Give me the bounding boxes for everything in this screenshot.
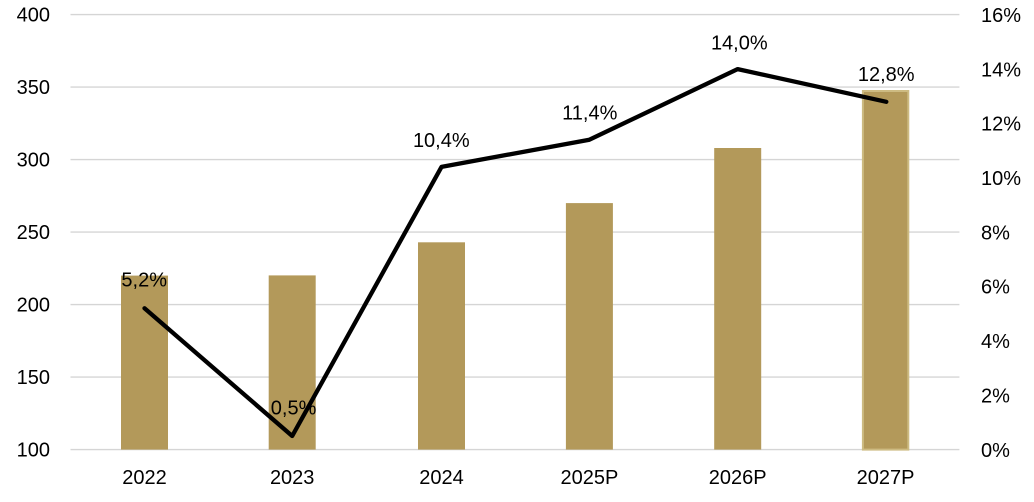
svg-text:200: 200 [17, 295, 50, 317]
svg-text:10%: 10% [981, 168, 1021, 190]
svg-text:2024: 2024 [419, 467, 464, 489]
svg-text:8%: 8% [981, 222, 1010, 244]
svg-text:400: 400 [17, 5, 50, 27]
svg-text:2%: 2% [981, 385, 1010, 407]
svg-text:11,4%: 11,4% [562, 103, 617, 125]
svg-text:2027P: 2027P [857, 467, 915, 489]
svg-text:0,5%: 0,5% [271, 397, 317, 419]
svg-text:10,4%: 10,4% [413, 130, 470, 152]
svg-text:2025P: 2025P [560, 467, 618, 489]
svg-text:2023: 2023 [270, 467, 315, 489]
svg-text:0%: 0% [981, 440, 1010, 462]
svg-text:350: 350 [17, 77, 50, 99]
svg-text:150: 150 [17, 367, 50, 389]
svg-text:5,2%: 5,2% [121, 270, 167, 292]
svg-text:12%: 12% [981, 114, 1021, 136]
svg-text:14,0%: 14,0% [711, 33, 768, 55]
svg-text:300: 300 [17, 150, 50, 172]
svg-text:2022: 2022 [122, 467, 167, 489]
svg-text:4%: 4% [981, 331, 1010, 353]
svg-text:14%: 14% [981, 59, 1021, 81]
svg-text:2026P: 2026P [709, 467, 767, 489]
svg-text:12,8%: 12,8% [858, 64, 915, 86]
svg-text:100: 100 [17, 440, 50, 462]
svg-text:6%: 6% [981, 277, 1010, 299]
svg-text:16%: 16% [981, 5, 1021, 27]
svg-text:250: 250 [17, 222, 50, 244]
